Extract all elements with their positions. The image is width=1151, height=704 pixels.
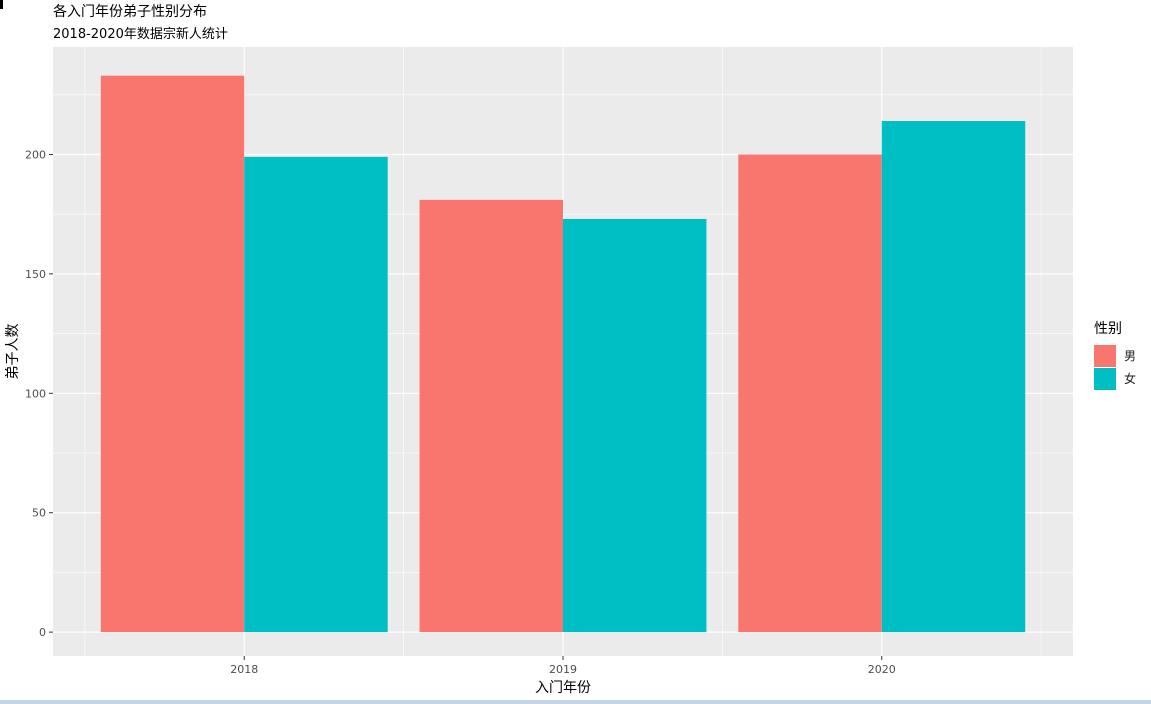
legend: 性别 男 女 bbox=[1094, 318, 1136, 390]
legend-label-male: 男 bbox=[1124, 349, 1137, 363]
y-tick-label: 50 bbox=[32, 507, 46, 520]
legend-item-male: 男 bbox=[1094, 344, 1136, 367]
y-tick-label: 100 bbox=[25, 387, 46, 400]
x-tick-label: 2018 bbox=[230, 663, 258, 676]
bar-2019-男 bbox=[419, 199, 563, 633]
bar-2019-女 bbox=[563, 218, 707, 633]
legend-item-female: 女 bbox=[1094, 367, 1136, 390]
legend-key-female bbox=[1094, 367, 1116, 390]
legend-key-male bbox=[1094, 344, 1116, 367]
y-tick-label: 200 bbox=[25, 148, 46, 161]
y-tick-label: 150 bbox=[25, 268, 46, 281]
bar-2020-女 bbox=[881, 121, 1026, 633]
bottom-strip bbox=[0, 700, 1151, 704]
bars bbox=[100, 75, 1026, 633]
y-axis: 0 50 100 150 200 bbox=[25, 148, 53, 639]
x-tick-label: 2019 bbox=[549, 663, 577, 676]
y-axis-label: 弟子人数 bbox=[5, 324, 21, 380]
bar-2018-男 bbox=[100, 75, 245, 633]
y-tick-label: 0 bbox=[39, 626, 46, 639]
corner-mark bbox=[0, 0, 3, 9]
legend-label-female: 女 bbox=[1124, 372, 1137, 386]
legend-title: 性别 bbox=[1094, 321, 1122, 337]
x-tick-label: 2020 bbox=[868, 663, 896, 676]
x-axis: 2018 2019 2020 bbox=[230, 656, 896, 676]
x-axis-label: 入门年份 bbox=[535, 680, 591, 696]
chart-title: 各入门年份弟子性别分布 bbox=[53, 4, 207, 20]
bar-2018-女 bbox=[244, 156, 388, 633]
chart-subtitle: 2018-2020年数据宗新人统计 bbox=[53, 27, 228, 42]
bar-2020-男 bbox=[738, 154, 882, 633]
